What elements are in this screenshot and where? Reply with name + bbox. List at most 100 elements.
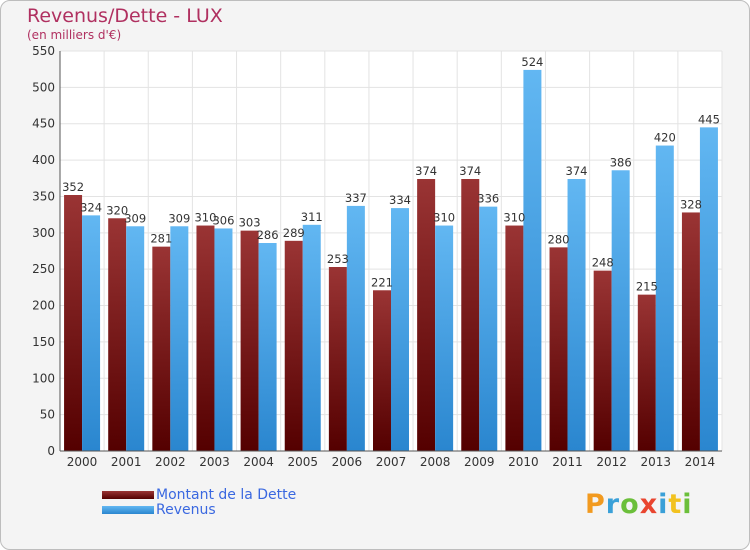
bar-revenus	[126, 226, 145, 451]
x-tick-label: 2003	[199, 455, 230, 469]
bar-debt	[284, 240, 303, 451]
value-label-revenus: 445	[698, 112, 720, 126]
bar-revenus	[699, 127, 718, 451]
chart-title: Revenus/Dette - LUX	[27, 5, 223, 27]
legend-label-debt: Montant de la Dette	[156, 487, 297, 503]
value-label-debt: 248	[592, 256, 614, 270]
bar-revenus	[523, 69, 542, 451]
axis-layer: 0 50 100 150 200 250 300 350 400 450 500 550 2000 200…	[32, 44, 722, 469]
legend-label-revenus: Revenus	[156, 502, 216, 518]
value-label-revenus: 309	[124, 211, 146, 225]
bar-debt	[593, 270, 612, 451]
bar-revenus	[435, 225, 454, 451]
x-tick-label: 2000	[67, 455, 98, 469]
value-label-debt: 374	[415, 164, 437, 178]
value-label-revenus: 309	[168, 211, 190, 225]
value-label-debt: 328	[680, 197, 702, 211]
x-tick-label: 2006	[332, 455, 363, 469]
bar-revenus	[567, 179, 586, 451]
x-tick-label: 2009	[464, 455, 495, 469]
x-tick-label: 2012	[596, 455, 627, 469]
value-label-revenus: 374	[566, 164, 588, 178]
y-tick-label: 550	[32, 44, 55, 58]
value-label-revenus: 524	[521, 55, 543, 69]
legend-swatch-debt	[102, 491, 154, 499]
bar-debt	[152, 246, 171, 451]
bar-revenus	[258, 243, 277, 451]
y-tick-label: 500	[32, 80, 55, 94]
value-label-revenus: 286	[257, 228, 279, 242]
bar-debt	[64, 195, 83, 451]
bar-debt	[240, 230, 259, 451]
y-tick-label: 450	[32, 117, 55, 131]
value-label-debt: 303	[239, 216, 261, 230]
value-label-debt: 215	[636, 280, 658, 294]
bar-revenus	[479, 206, 498, 451]
bar-debt	[461, 179, 480, 451]
value-label-revenus: 420	[654, 131, 676, 145]
bar-debt	[108, 218, 127, 451]
y-tick-label: 200	[32, 299, 55, 313]
bar-revenus	[611, 170, 630, 452]
x-tick-label: 2002	[155, 455, 186, 469]
value-label-debt: 352	[62, 180, 84, 194]
y-tick-label: 50	[40, 408, 55, 422]
value-label-debt: 253	[327, 252, 349, 266]
value-label-revenus: 310	[433, 211, 455, 225]
value-label-debt: 310	[194, 211, 216, 225]
x-tick-label: 2014	[685, 455, 716, 469]
legend-item-revenus: Revenus	[102, 502, 216, 518]
bar-debt	[549, 247, 568, 451]
legend-swatch-revenus	[102, 506, 154, 514]
bar-debt	[417, 179, 436, 451]
value-label-revenus: 306	[212, 213, 234, 227]
bar-revenus	[391, 208, 409, 451]
value-label-debt: 310	[503, 211, 525, 225]
value-label-revenus: 324	[80, 200, 102, 214]
x-tick-label: 2001	[111, 455, 142, 469]
bar-debt	[196, 225, 215, 451]
value-label-debt: 289	[283, 226, 305, 240]
bar-revenus	[82, 215, 101, 451]
value-label-revenus: 334	[389, 193, 411, 207]
value-label-debt: 320	[106, 203, 128, 217]
y-tick-label: 150	[32, 335, 55, 349]
x-tick-label: 2008	[420, 455, 451, 469]
value-label-debt: 281	[150, 232, 172, 246]
bar-revenus	[346, 205, 365, 451]
x-tick-label: 2013	[641, 455, 672, 469]
y-tick-label: 350	[32, 189, 55, 203]
value-label-debt: 221	[371, 275, 393, 289]
bar-revenus	[302, 224, 321, 451]
value-label-revenus: 336	[477, 192, 499, 206]
value-label-revenus: 337	[345, 191, 367, 205]
value-label-debt: 280	[548, 232, 570, 246]
value-label-revenus: 386	[610, 155, 632, 169]
bar-debt	[505, 225, 524, 451]
bar-debt	[373, 290, 391, 451]
bar-revenus	[655, 145, 674, 451]
value-label-debt: 374	[459, 164, 481, 178]
bar-debt	[637, 294, 656, 451]
bar-debt	[328, 267, 347, 451]
y-tick-label: 250	[32, 262, 55, 276]
value-label-revenus: 311	[301, 210, 323, 224]
x-tick-label: 2010	[508, 455, 539, 469]
bars-layer	[64, 69, 718, 452]
x-tick-label: 2004	[243, 455, 274, 469]
x-tick-label: 2011	[552, 455, 583, 469]
y-tick-label: 100	[32, 371, 55, 385]
bar-revenus	[170, 226, 189, 451]
chart-subtitle: (en milliers d'€)	[27, 28, 122, 42]
bar-debt	[681, 212, 700, 451]
proxiti-logo: Proxiti	[585, 489, 693, 520]
bar-revenus	[214, 228, 233, 451]
y-tick-label: 300	[32, 226, 55, 240]
y-tick-label: 400	[32, 153, 55, 167]
x-tick-label: 2005	[287, 455, 318, 469]
legend-item-debt: Montant de la Dette	[102, 487, 297, 503]
y-tick-label: 0	[47, 444, 55, 458]
